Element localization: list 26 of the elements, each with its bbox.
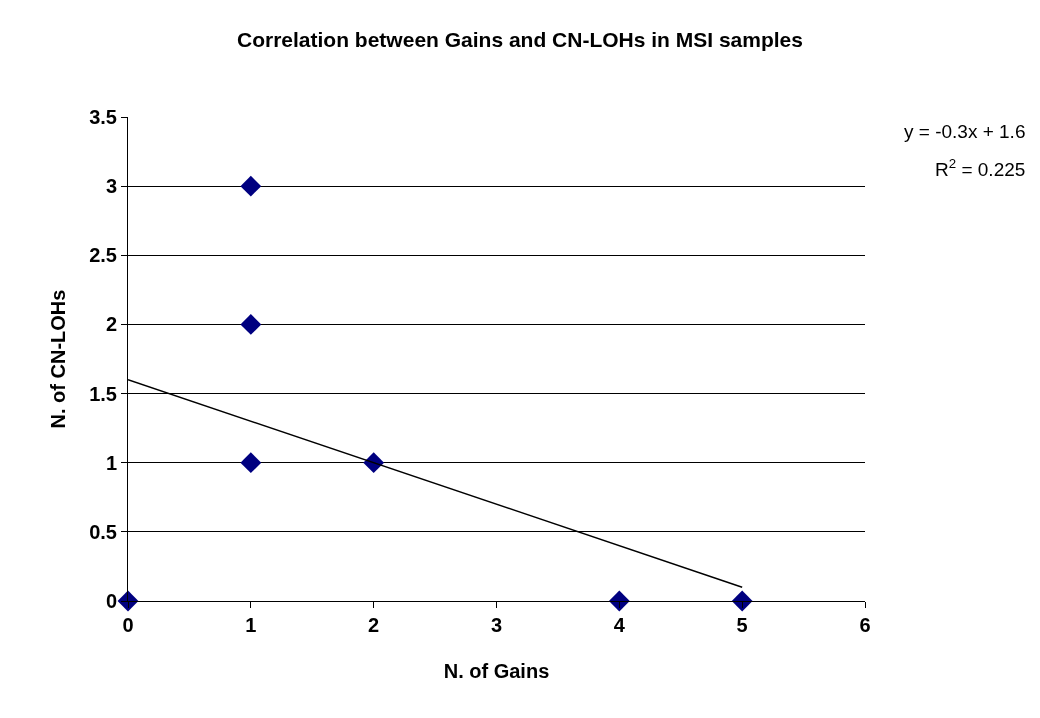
chart-title: Correlation between Gains and CN-LOHs in MSI samples <box>237 27 803 51</box>
x-axis-title: N. of Gains <box>443 659 550 682</box>
y-tick-label: 3 <box>105 175 117 198</box>
x-tick-label: 6 <box>859 614 871 636</box>
y-tick-label: 1.5 <box>89 382 117 405</box>
y-tick-label: 3.5 <box>89 106 117 128</box>
y-tick-label: 2.5 <box>89 244 117 267</box>
text: y = -0.3x + 1.6 <box>904 121 1026 142</box>
y-tick-label: 0 <box>105 590 117 612</box>
x-tick-label: 5 <box>736 614 748 636</box>
x-tick-label: 3 <box>490 614 503 636</box>
point <box>240 452 262 474</box>
point <box>731 590 753 612</box>
y-tick-label: 1 <box>105 451 117 474</box>
x-tick-label: 2 <box>368 614 380 636</box>
x-tick-label: 1 <box>245 614 257 636</box>
y-tick-label: 2 <box>105 313 117 336</box>
text: R$^{2}$ = 0.225 <box>935 156 1026 180</box>
point <box>240 314 262 335</box>
y-axis-title: N. of CN-LOHs <box>46 289 69 429</box>
point <box>608 590 630 612</box>
x-tick-label: 0 <box>122 614 134 636</box>
point <box>363 452 385 474</box>
y-tick-label: 0.5 <box>89 520 117 543</box>
point <box>240 175 262 197</box>
x-tick-label: 4 <box>613 614 626 636</box>
